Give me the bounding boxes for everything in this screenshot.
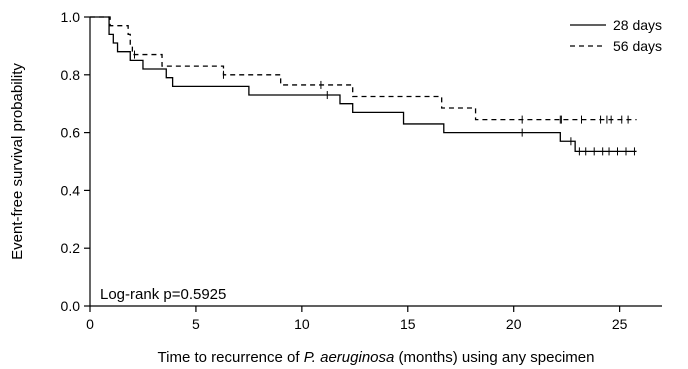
series-line-28-days [90, 16, 637, 153]
y-tick-label: 0.6 [61, 125, 81, 141]
x-axis-title-organism: P. aeruginosa [304, 349, 395, 366]
x-axis-title-part-1: Time to recurrence of [158, 349, 304, 366]
x-tick-label: 0 [86, 316, 94, 332]
x-axis-title: Time to recurrence of P. aeruginosa (mon… [158, 349, 595, 366]
y-tick-label: 1.0 [61, 9, 81, 25]
x-tick-label: 20 [506, 316, 522, 332]
x-tick-label: 10 [294, 316, 310, 332]
y-tick-label: 0.4 [61, 182, 81, 198]
y-tick-label: 0.2 [61, 240, 81, 256]
log-rank-annotation: Log-rank p=0.5925 [100, 286, 226, 303]
legend: 28 days 56 days [570, 17, 662, 54]
x-tick-label: 25 [612, 316, 628, 332]
legend-label: 28 days [613, 17, 662, 33]
y-tick-label: 0.8 [61, 67, 81, 83]
series-line-56-days [90, 16, 637, 121]
axes: 0.0 0.2 0.4 0.6 0.8 1.0 0 5 10 15 20 25 [61, 9, 662, 332]
y-tick-label: 0.0 [61, 298, 81, 314]
y-axis-title: Event-free survival probability [9, 63, 26, 260]
x-tick-label: 5 [192, 316, 200, 332]
x-axis-title-part-3: (months) using any specimen [394, 349, 594, 366]
legend-label: 56 days [613, 38, 662, 54]
x-tick-label: 15 [400, 316, 416, 332]
series-layer [90, 16, 637, 156]
